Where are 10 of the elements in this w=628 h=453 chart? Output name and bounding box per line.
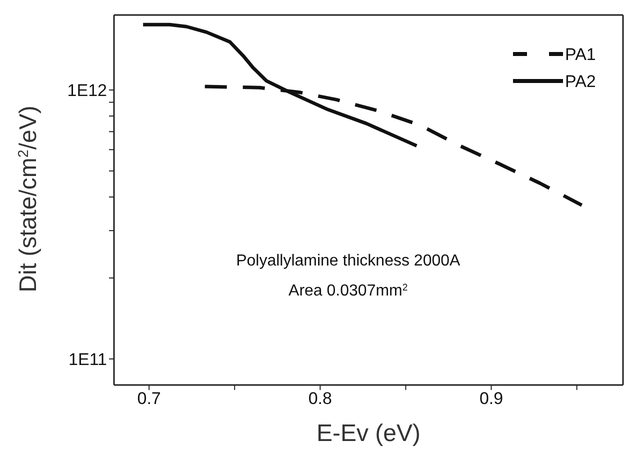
legend-label: PA2: [565, 72, 596, 91]
legend-label: PA1: [565, 45, 596, 64]
x-tick-label: 0.7: [137, 389, 161, 408]
annotation: Polyallylamine thickness 2000A: [236, 252, 461, 270]
x-axis-title: E-Ev (eV): [316, 420, 421, 447]
x-tick-label: 0.9: [479, 389, 504, 408]
y-tick-label: 1E12: [67, 81, 107, 100]
x-tick-label: 0.8: [308, 389, 332, 408]
y-tick-label: 1E11: [68, 350, 107, 369]
annotation: Area 0.0307mm$^{2}$: [288, 282, 408, 300]
